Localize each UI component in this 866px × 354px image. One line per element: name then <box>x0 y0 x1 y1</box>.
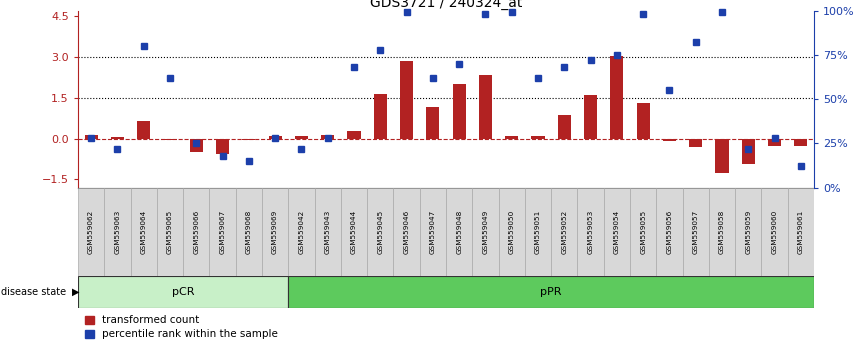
Bar <box>137 121 150 139</box>
Bar <box>288 188 314 276</box>
Text: GSM559068: GSM559068 <box>246 210 252 254</box>
Text: GSM559060: GSM559060 <box>772 210 778 254</box>
Text: GSM559061: GSM559061 <box>798 210 804 254</box>
Bar <box>656 188 682 276</box>
Text: GSM559042: GSM559042 <box>299 210 304 254</box>
Text: GSM559047: GSM559047 <box>430 210 436 254</box>
Bar <box>532 136 545 139</box>
Bar <box>216 139 229 154</box>
Bar <box>584 95 598 139</box>
Bar <box>183 188 210 276</box>
Text: GSM559067: GSM559067 <box>220 210 225 254</box>
Text: GSM559065: GSM559065 <box>167 210 173 254</box>
Text: GSM559046: GSM559046 <box>404 210 410 254</box>
Bar <box>453 84 466 139</box>
Text: GSM559053: GSM559053 <box>588 210 593 254</box>
Bar <box>104 188 131 276</box>
Text: GSM559052: GSM559052 <box>561 210 567 254</box>
Bar <box>210 188 236 276</box>
Bar <box>630 188 656 276</box>
Bar <box>157 188 183 276</box>
Bar <box>400 61 413 139</box>
Bar <box>242 139 255 140</box>
Bar <box>742 139 755 165</box>
Text: GSM559057: GSM559057 <box>693 210 699 254</box>
Text: GSM559044: GSM559044 <box>351 210 357 254</box>
Text: GSM559056: GSM559056 <box>667 210 672 254</box>
Bar <box>262 188 288 276</box>
Bar <box>689 139 702 147</box>
Bar <box>321 135 334 139</box>
Bar <box>111 137 124 139</box>
Bar <box>314 188 341 276</box>
Bar <box>347 131 360 139</box>
Bar <box>294 136 308 139</box>
Bar <box>85 135 98 139</box>
Text: GSM559054: GSM559054 <box>614 210 620 254</box>
Bar <box>604 188 630 276</box>
Bar <box>551 188 578 276</box>
Bar <box>768 139 781 146</box>
Text: GSM559043: GSM559043 <box>325 210 331 254</box>
Text: GSM559055: GSM559055 <box>640 210 646 254</box>
Bar <box>374 94 387 139</box>
Bar <box>505 136 518 139</box>
Text: GSM559048: GSM559048 <box>456 210 462 254</box>
Bar <box>682 188 709 276</box>
Text: GSM559066: GSM559066 <box>193 210 199 254</box>
Bar <box>131 188 157 276</box>
Bar <box>367 188 393 276</box>
Bar <box>788 188 814 276</box>
Bar <box>472 188 499 276</box>
Title: GDS3721 / 240324_at: GDS3721 / 240324_at <box>370 0 522 10</box>
Bar <box>611 56 624 139</box>
Bar <box>715 139 728 173</box>
Bar <box>525 188 551 276</box>
Bar <box>236 188 262 276</box>
Text: GSM559063: GSM559063 <box>114 210 120 254</box>
Bar <box>164 139 177 140</box>
Bar <box>78 276 288 308</box>
Text: GSM559049: GSM559049 <box>482 210 488 254</box>
Text: GSM559069: GSM559069 <box>272 210 278 254</box>
Bar <box>578 188 604 276</box>
Bar <box>637 103 650 139</box>
Bar <box>761 188 788 276</box>
Bar <box>268 136 281 139</box>
Bar <box>446 188 472 276</box>
Bar <box>735 188 761 276</box>
Text: GSM559051: GSM559051 <box>535 210 541 254</box>
Text: pPR: pPR <box>540 287 562 297</box>
Text: pCR: pCR <box>171 287 194 297</box>
Bar <box>78 188 104 276</box>
Text: GSM559058: GSM559058 <box>719 210 725 254</box>
Bar <box>393 188 420 276</box>
Bar <box>288 276 814 308</box>
Bar <box>420 188 446 276</box>
Text: GSM559064: GSM559064 <box>140 210 146 254</box>
Bar <box>479 75 492 139</box>
Text: GSM559059: GSM559059 <box>746 210 752 254</box>
Text: GSM559050: GSM559050 <box>508 210 514 254</box>
Text: GSM559062: GSM559062 <box>88 210 94 254</box>
Bar <box>662 139 676 141</box>
Text: GSM559045: GSM559045 <box>378 210 384 254</box>
Legend: transformed count, percentile rank within the sample: transformed count, percentile rank withi… <box>81 311 282 344</box>
Bar <box>558 115 571 139</box>
Text: disease state: disease state <box>1 287 66 297</box>
Text: ▶: ▶ <box>72 287 80 297</box>
Bar <box>794 139 807 146</box>
Bar <box>426 107 439 139</box>
Bar <box>709 188 735 276</box>
Bar <box>499 188 525 276</box>
Bar <box>341 188 367 276</box>
Bar <box>190 139 203 152</box>
